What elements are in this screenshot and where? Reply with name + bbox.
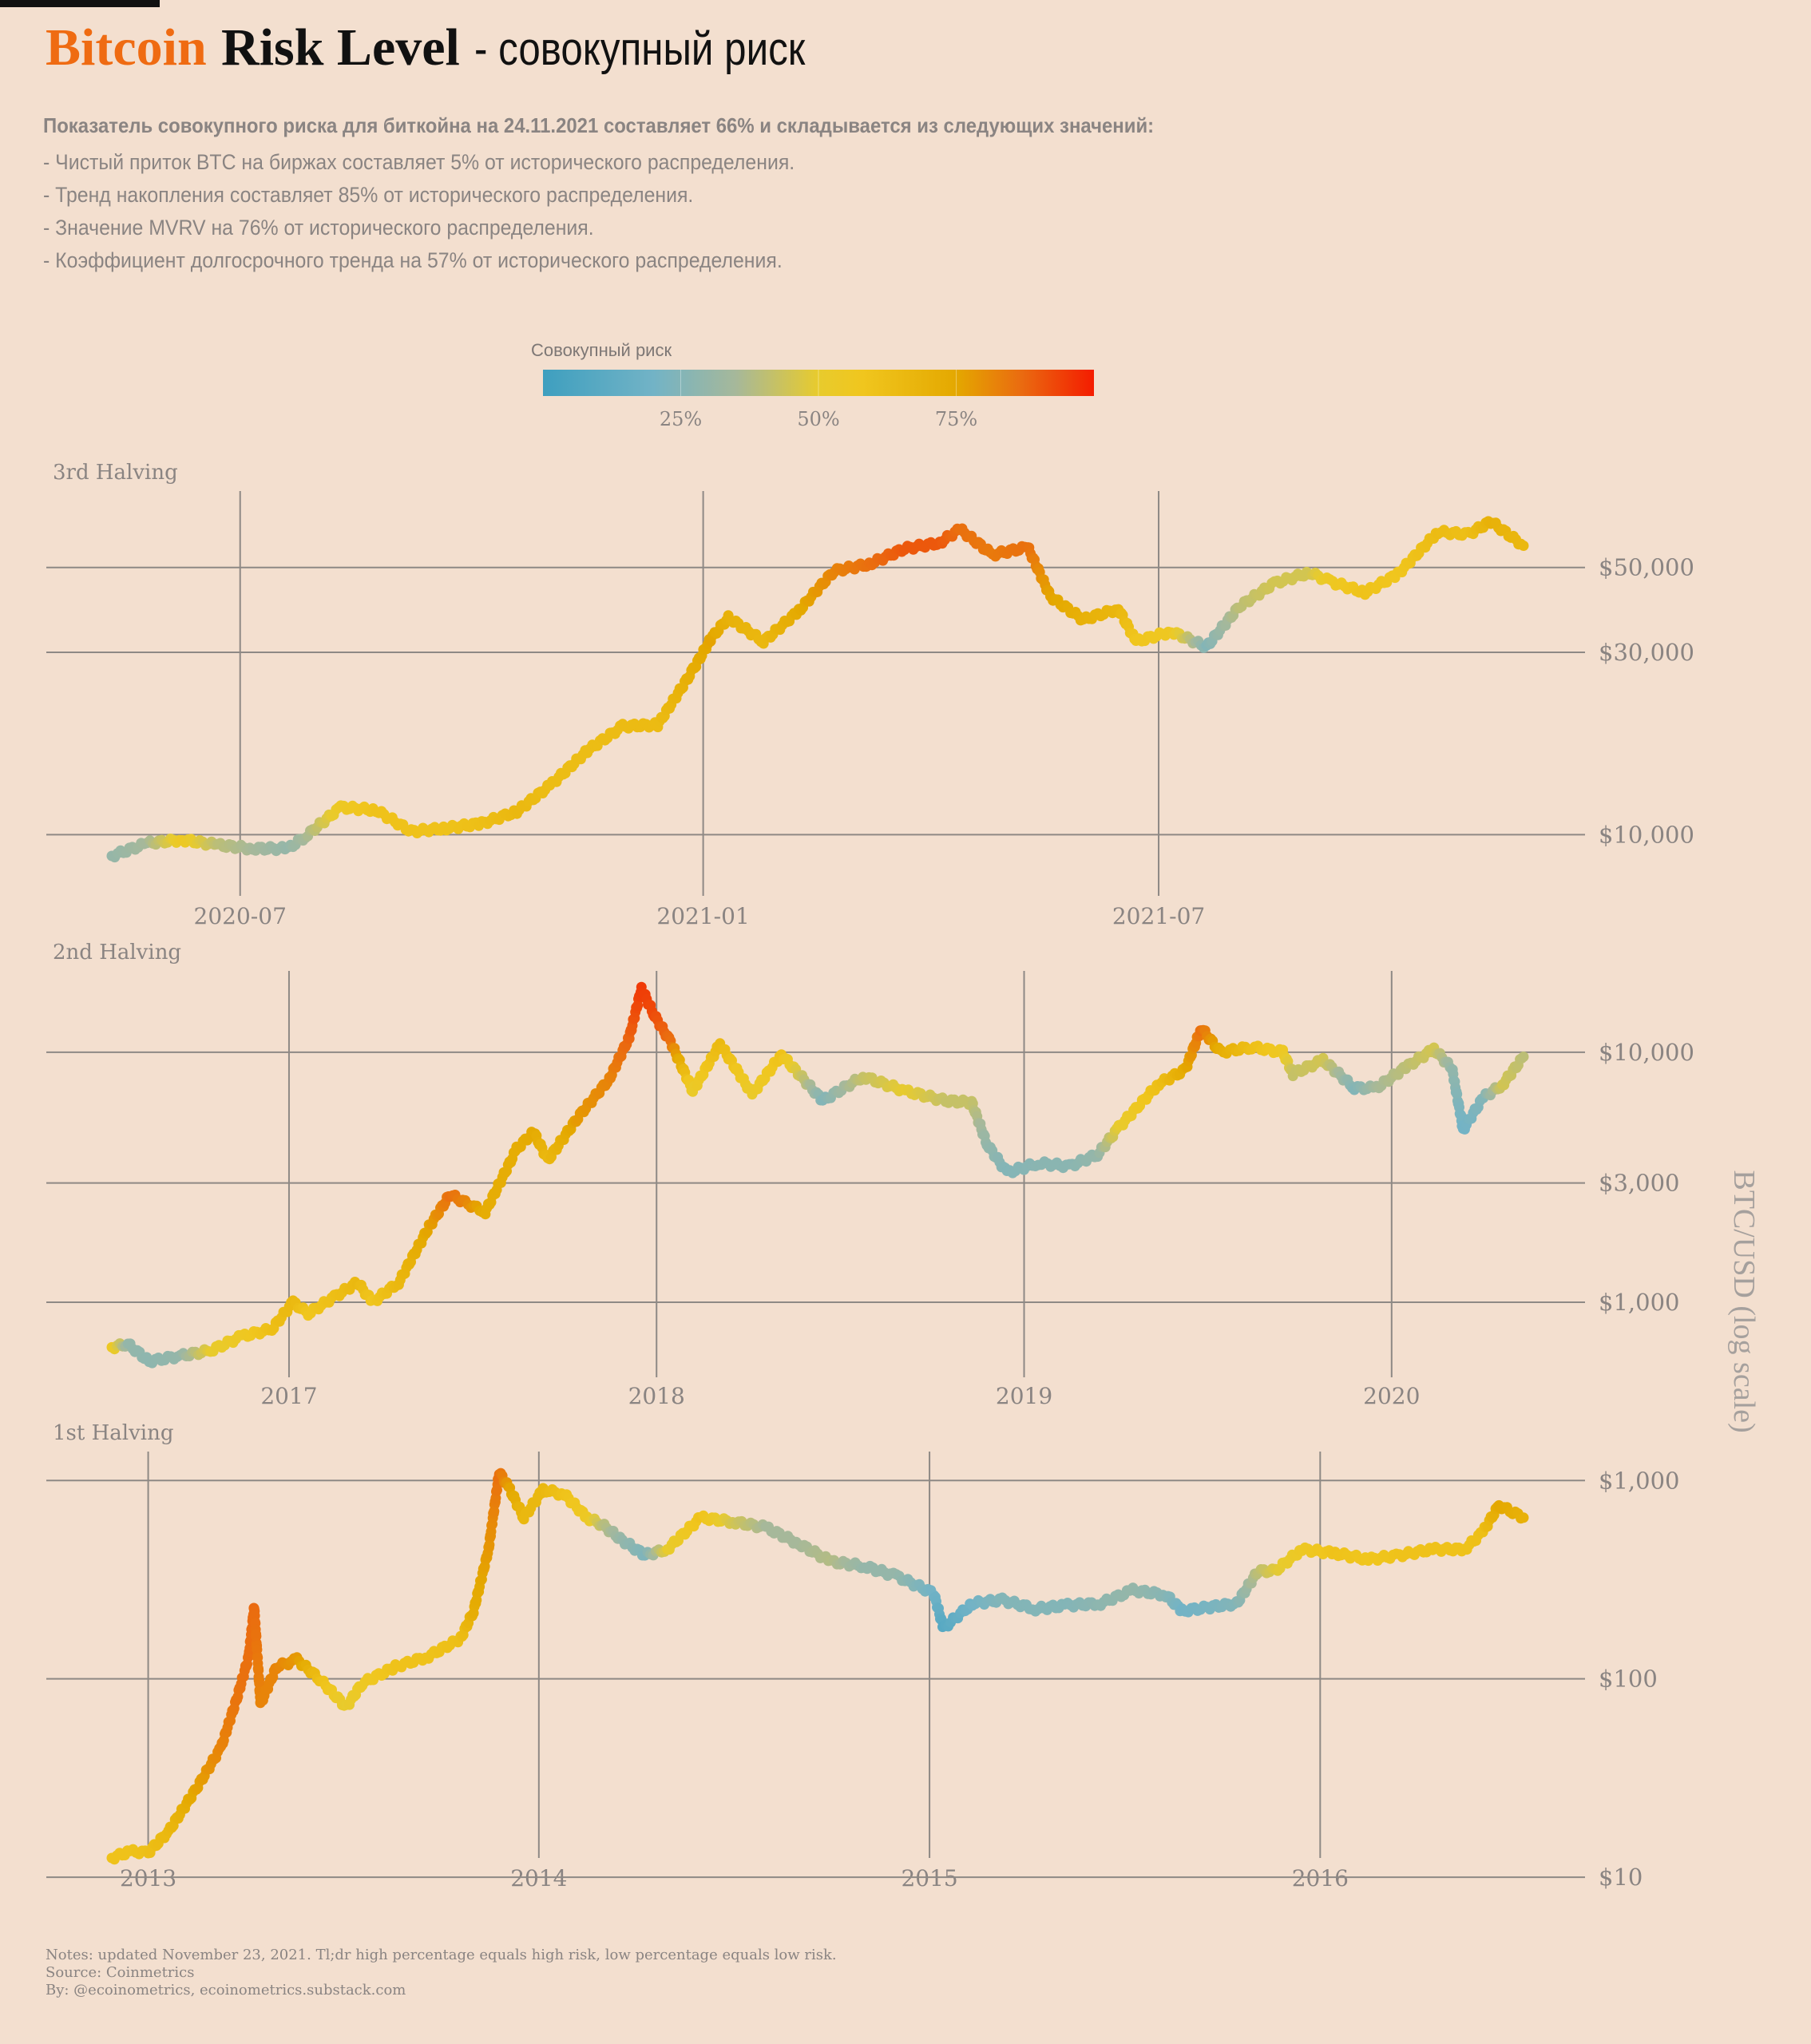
colorbar-tick-label: 50% [797,408,839,430]
price-series [106,981,1529,1369]
x-tick-label: 2020 [1363,1383,1420,1409]
description-block: Показатель совокупного риска для биткойн… [43,113,1321,277]
top-accent-bar [0,0,160,7]
x-tick-label: 2020-07 [194,903,287,929]
price-point [1518,1512,1529,1523]
x-tick-label: 2021-01 [656,903,749,929]
price-series [106,516,1529,863]
description-lead: Показатель совокупного риска для биткойн… [43,113,1155,137]
y-tick-label: $100 [1599,1666,1658,1693]
price-point [1518,541,1529,551]
x-tick-label: 2018 [628,1383,685,1409]
title-bitcoin: Bitcoin [46,18,207,77]
page-title: Bitcoin Risk Level - совокупный риск [46,18,864,77]
source-line: Source: Coinmetrics [46,1964,195,1981]
y-tick-label: $1,000 [1599,1467,1679,1494]
x-tick-label: 2015 [901,1865,957,1891]
notes-line: Notes: updated November 23, 2021. Tl;dr … [46,1947,837,1963]
x-tick-label: 2014 [510,1865,567,1891]
y-tick-label: $30,000 [1599,639,1694,666]
y-tick-label: $10,000 [1599,821,1694,848]
y-tick-label: $10 [1599,1864,1643,1891]
x-tick-label: 2017 [260,1383,317,1409]
y-tick-label: $3,000 [1599,1170,1679,1197]
title-risk-level: Risk Level [221,18,460,77]
panel-title: 2nd Halving [53,941,181,965]
chart-panel: 3rd Halving 2020-07 2021-01 2021-07 $10,000 $… [46,461,1694,929]
panel-title: 3rd Halving [53,461,178,485]
description-line: - Значение MVRV на 76% от исторического … [43,216,594,240]
x-tick-label: 2013 [120,1865,176,1891]
chart-panel: 1st Halving 2013 2014 2015 2016 $10 $100 $1,000 [46,1421,1679,1891]
chart-panel: 2nd Halving 2017 2018 2019 2020 $1,000 $3,000 $… [46,941,1694,1409]
colorbar-title: Совокупный риск [531,340,672,360]
y-tick-label: $10,000 [1599,1039,1694,1066]
notes-block: Notes: updated November 23, 2021. Tl;dr … [46,1947,837,1999]
panel-title: 1st Halving [53,1421,173,1445]
x-tick-label: 2021-07 [1112,903,1205,929]
x-tick-label: 2019 [996,1383,1052,1409]
description-line: - Коэффициент долгосрочного тренда на 57… [43,248,783,272]
colorbar [543,370,1094,396]
description-line: - Тренд накопления составляет 85% от ист… [43,183,694,207]
colorbar-tick-label: 25% [660,408,702,430]
description-line: - Чистый приток BTC на биржах составляет… [43,150,795,174]
price-series [106,1468,1529,1865]
price-point [1518,1052,1529,1062]
y-tick-label: $1,000 [1599,1289,1679,1316]
title-subtitle: - совокупный риск [474,23,806,75]
y-axis-label: BTC/USD (log scale) [1727,1170,1761,1432]
colorbar-tick-label: 75% [935,408,977,430]
y-tick-label: $50,000 [1599,554,1694,581]
byline: By: @ecoinometrics, ecoinometrics.substa… [46,1982,406,1998]
x-tick-label: 2016 [1292,1865,1349,1891]
